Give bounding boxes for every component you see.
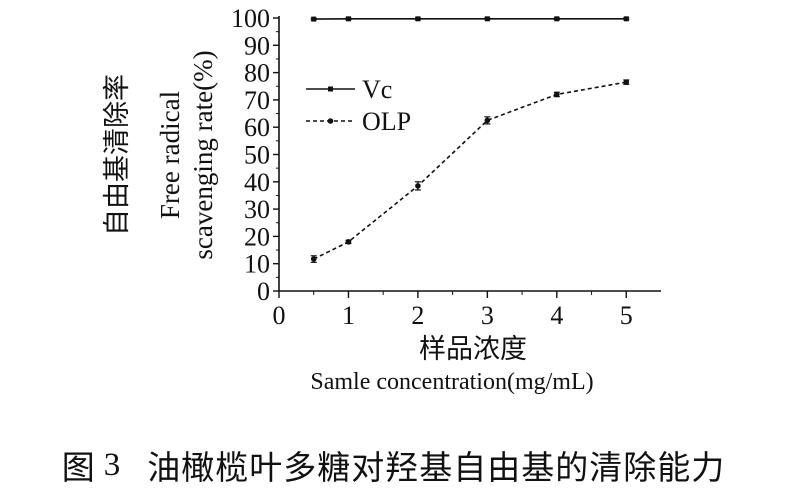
data-point — [415, 183, 421, 189]
y-axis-label-en-line2: scavenging rate(%) — [188, 50, 218, 259]
plot-axes — [278, 16, 661, 292]
data-point — [310, 256, 317, 262]
data-point — [623, 16, 629, 22]
y-tick-label: 10 — [244, 250, 270, 279]
caption-number: 3 — [103, 446, 122, 483]
x-axis-label-en: Samle concentration(mg/mL) — [310, 369, 593, 395]
y-tick-label: 50 — [244, 141, 270, 170]
y-tick-label: 60 — [244, 113, 270, 142]
series-olp — [310, 79, 630, 263]
series-olp-line — [313, 81, 627, 260]
x-tick-label: 2 — [411, 301, 424, 330]
y-axis-label-zh: 自由基清除率 — [102, 74, 133, 236]
series-layer — [310, 16, 630, 263]
y-tick-label: 20 — [244, 222, 270, 251]
legend-item-vc: Vc — [306, 75, 392, 104]
y-tick-label: 80 — [244, 59, 270, 88]
figure-caption: 图 3 油橄榄叶多糖对羟基自由基的清除能力 — [0, 440, 787, 490]
x-tick-label: 5 — [620, 301, 633, 330]
x-axis-label-zh: 样品浓度 — [419, 334, 527, 365]
x-tick-label: 1 — [342, 301, 355, 330]
y-axis-label-en-line1: Free radical — [155, 91, 185, 219]
x-tick-label: 4 — [550, 301, 563, 330]
x-tick-label: 3 — [481, 301, 494, 330]
legend-label-vc: Vc — [362, 75, 392, 104]
x-tick-label: 0 — [273, 301, 286, 330]
series-vc — [310, 16, 630, 22]
legend-marker-vc — [328, 86, 333, 92]
y-tick-label: 30 — [244, 195, 270, 224]
y-tick-label: 90 — [244, 31, 270, 60]
y-tick-label: 40 — [244, 168, 270, 197]
data-point — [484, 117, 491, 124]
data-point — [415, 16, 421, 22]
data-point — [554, 16, 560, 22]
data-point — [345, 16, 351, 22]
y-tick-label: 100 — [231, 4, 270, 33]
caption-label: 图 — [61, 448, 96, 487]
legend: Vc OLP — [306, 75, 411, 136]
caption-text: 油橄榄叶多糖对羟基自由基的清除能力 — [147, 448, 726, 487]
data-point — [623, 79, 630, 85]
y-tick-label: 0 — [257, 277, 270, 306]
data-point — [484, 16, 490, 22]
data-point — [345, 239, 352, 245]
legend-marker-olp — [327, 118, 334, 124]
legend-item-olp: OLP — [306, 107, 411, 136]
data-point — [554, 91, 560, 98]
legend-label-olp: OLP — [362, 107, 411, 136]
y-tick-label: 70 — [244, 86, 270, 115]
data-point — [311, 16, 317, 22]
